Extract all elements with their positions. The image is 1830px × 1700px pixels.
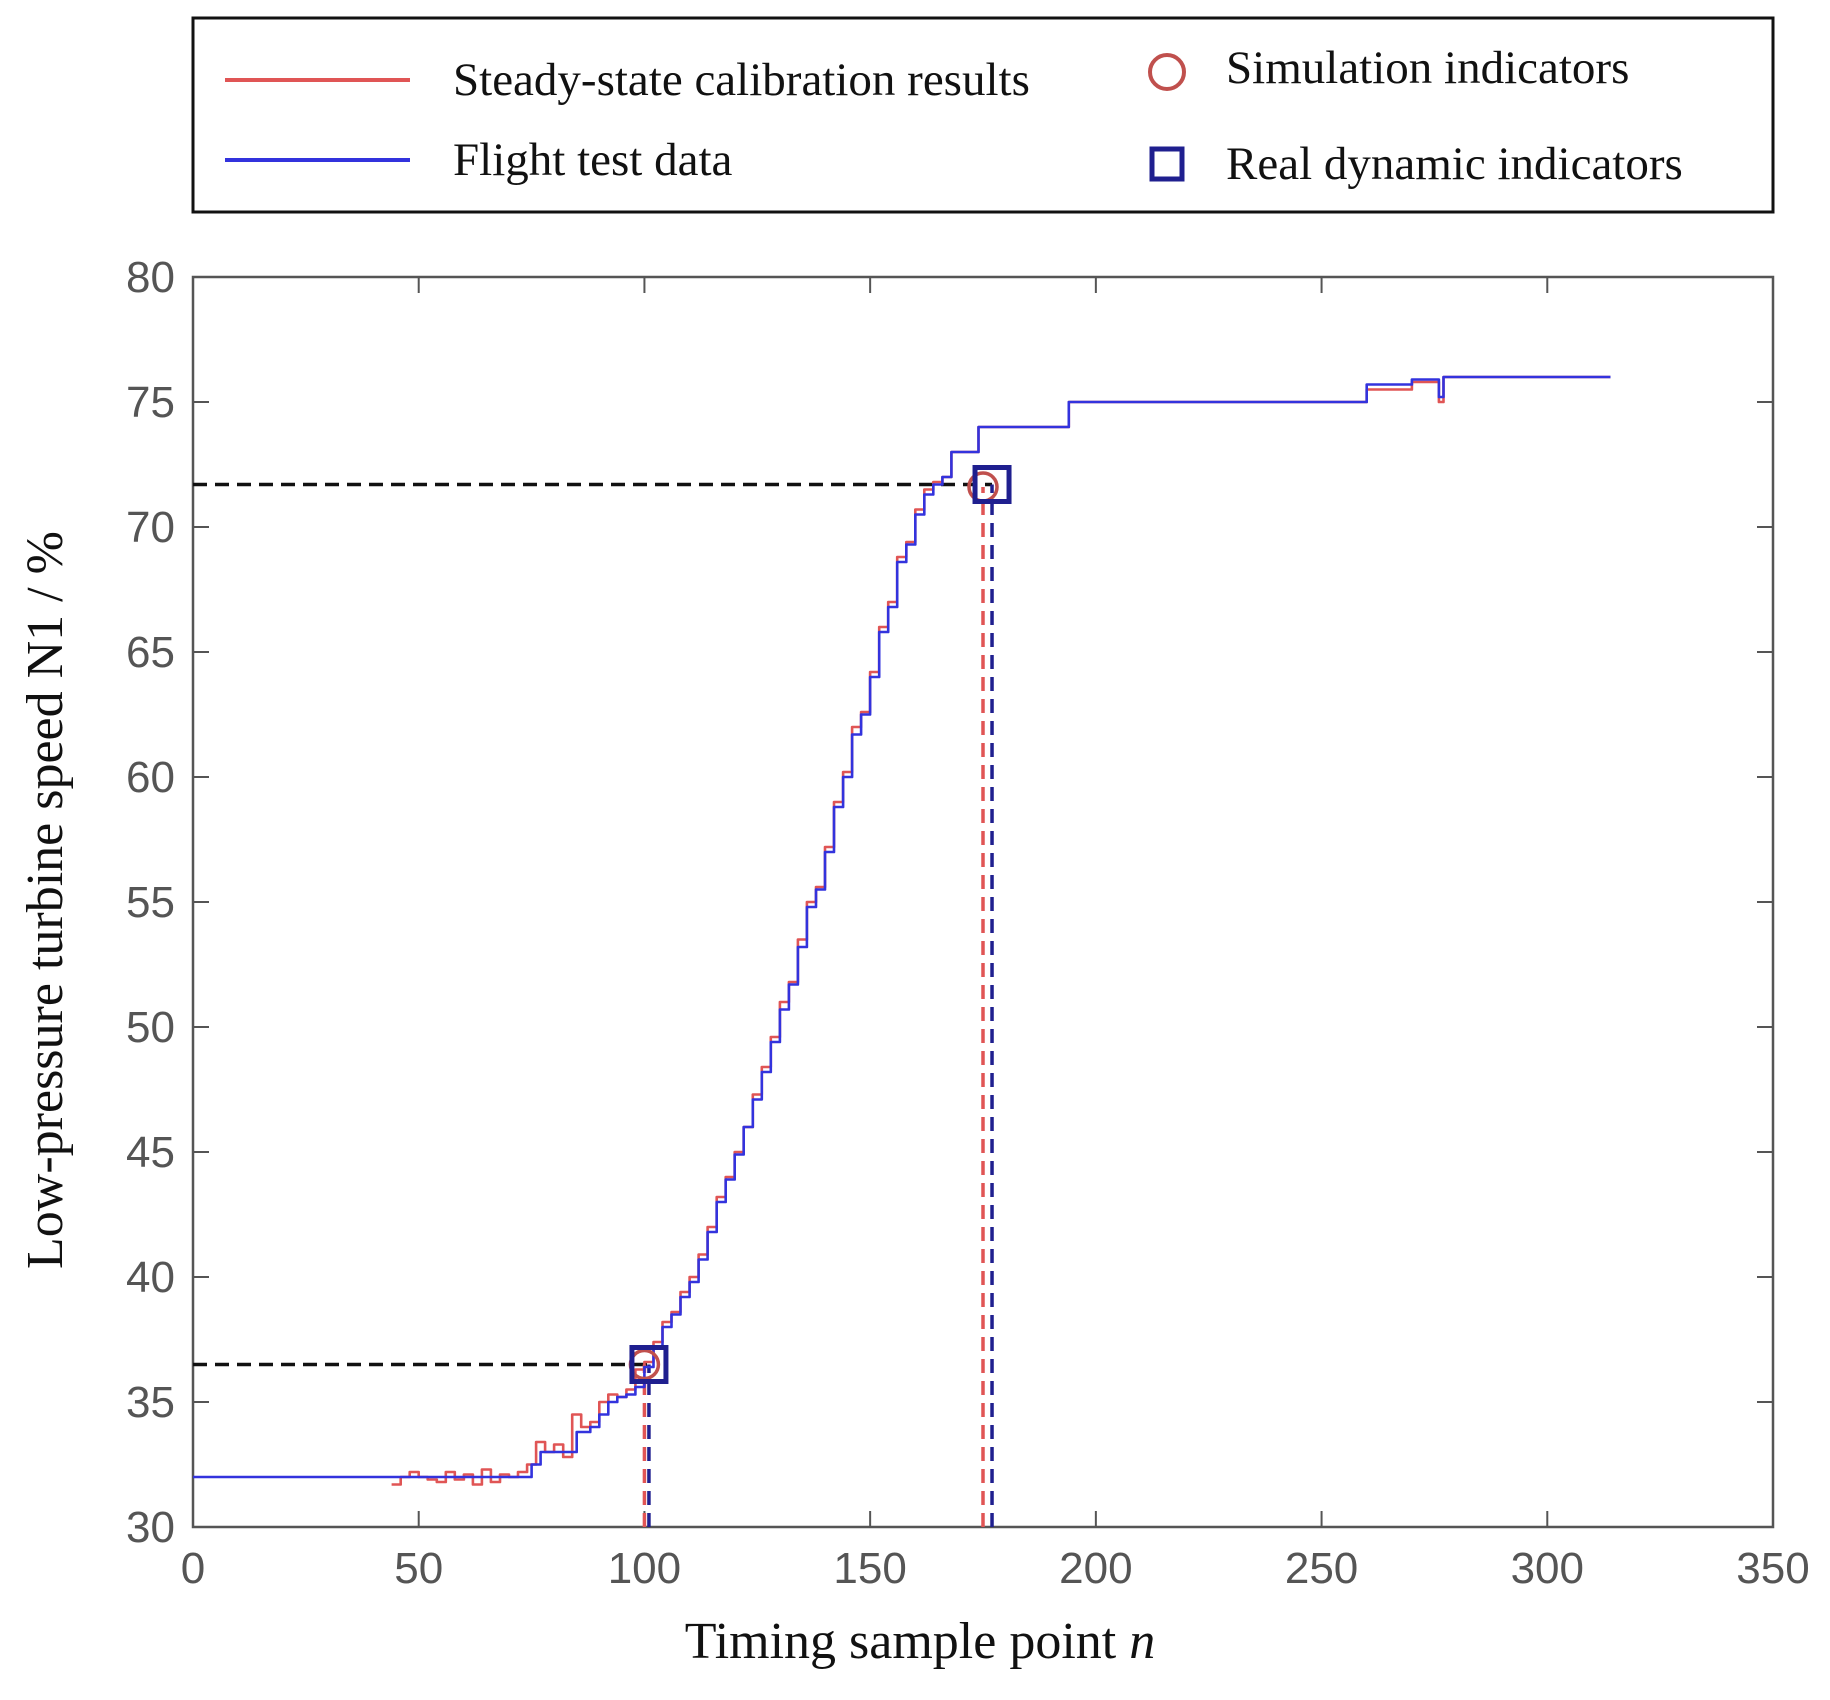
legend-marker-real-dynamic [1149, 146, 1185, 182]
x-tick-label: 100 [608, 1544, 681, 1593]
y-tick-label: 50 [126, 1003, 175, 1052]
y-tick-label: 40 [126, 1253, 175, 1302]
legend-label-real-dynamic: Real dynamic indicators [1226, 138, 1683, 190]
indicator-markers [628, 465, 1012, 1384]
x-tick-label: 50 [394, 1544, 443, 1593]
x-tick-label: 300 [1511, 1544, 1584, 1593]
y-tick-label: 35 [126, 1378, 175, 1427]
y-tick-label: 30 [126, 1503, 175, 1552]
x-axis-title: Timing sample point n [685, 1613, 1155, 1670]
x-tick-label: 200 [1059, 1544, 1132, 1593]
y-tick-label: 60 [126, 753, 175, 802]
legend-frame [191, 16, 1775, 214]
series-line-flight-test [193, 375, 1611, 1479]
legend: Steady-state calibration results Flight … [191, 16, 1775, 214]
axis-ticks: 0 50 100 150 200 250 300 350 30 35 40 45 50 55 60 65 70 7… [126, 253, 1810, 1593]
y-tick-label: 45 [126, 1128, 175, 1177]
y-axis-title: Low-pressure turbine speed N1 / % [17, 531, 74, 1269]
x-axis-title-var: n [1129, 1613, 1155, 1670]
y-tick-label: 75 [126, 378, 175, 427]
data-series [193, 375, 1611, 1486]
x-tick-label: 350 [1736, 1544, 1809, 1593]
x-tick-label: 0 [181, 1544, 205, 1593]
x-tick-label: 150 [833, 1544, 906, 1593]
real-dynamic-indicator-point [629, 1345, 669, 1384]
legend-label-simulation: Simulation indicators [1226, 42, 1629, 94]
legend-marker-simulation [1148, 53, 1186, 91]
legend-label-steady-state: Steady-state calibration results [453, 54, 1030, 106]
y-tick-label: 80 [126, 253, 175, 302]
x-tick-label: 250 [1285, 1544, 1358, 1593]
legend-label-flight-test: Flight test data [453, 134, 733, 186]
y-tick-label: 70 [126, 503, 175, 552]
y-tick-label: 65 [126, 628, 175, 677]
reference-lines [193, 482, 994, 1527]
plot-area: 0 50 100 150 200 250 300 350 30 35 40 45 50 55 60 65 70 7… [126, 253, 1810, 1593]
x-axis-title-text: Timing sample point [685, 1613, 1117, 1670]
y-tick-label: 55 [126, 878, 175, 927]
real-dynamic-indicator-point [972, 465, 1012, 504]
